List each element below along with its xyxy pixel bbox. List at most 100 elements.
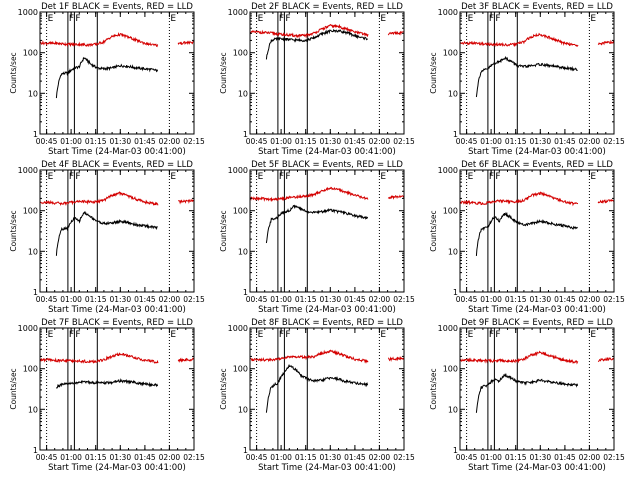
series-lld	[40, 352, 195, 364]
y-tick-label: 10	[238, 247, 248, 256]
x-tick-label: 01:00	[270, 453, 292, 462]
y-tick-label: 100	[23, 49, 38, 58]
x-tick-label: 02:15	[393, 453, 415, 462]
x-axis: 00:45 01:00 01:15 01:30 01:45 02:00 02:15	[246, 328, 415, 462]
plot-frame	[459, 11, 615, 135]
event-marker-label: F	[279, 172, 284, 182]
series-line-segment	[39, 31, 159, 48]
event-marker-label: F	[489, 330, 494, 340]
x-tick-label: 01:15	[295, 295, 317, 304]
y-tick-label: 10	[448, 405, 458, 414]
series-lld	[459, 191, 615, 207]
y-tick-label: 1	[33, 130, 38, 139]
series-line-segment	[459, 32, 579, 47]
x-tick-label: 01:00	[270, 295, 292, 304]
x-tick-label: 02:15	[603, 453, 625, 462]
x-tick-label: 01:30	[109, 137, 131, 146]
event-marker-label: F	[495, 14, 500, 24]
y-axis-title: Counts/sec	[429, 210, 438, 251]
x-tick-label: 00:45	[456, 295, 478, 304]
x-axis-title: Start Time (24-Mar-03 00:41:00)	[48, 463, 186, 473]
event-marker-label: F	[495, 330, 500, 340]
y-tick-label: 1000	[18, 324, 38, 333]
series-line-segment	[265, 204, 369, 244]
x-tick-label: 01:15	[85, 137, 107, 146]
x-tick-label: 01:00	[480, 453, 502, 462]
y-axis: 1 10 100 1000	[438, 324, 614, 455]
x-axis: 00:45 01:00 01:15 01:30 01:45 02:00 02:15	[246, 12, 415, 146]
y-tick-label: 1	[243, 446, 248, 455]
y-tick-label: 100	[23, 207, 38, 216]
x-tick-label: 02:00	[159, 137, 181, 146]
event-marker-label: E	[468, 172, 474, 182]
series-line-segment	[387, 30, 404, 36]
y-tick-label: 1	[453, 130, 458, 139]
y-tick-label: 1	[33, 288, 38, 297]
series-line-segment	[597, 39, 615, 46]
event-marker-label: E	[258, 14, 264, 24]
event-marker-label: E	[590, 14, 596, 24]
series-line-segment	[177, 40, 195, 46]
series-lld	[459, 32, 615, 47]
series-lld	[39, 31, 195, 48]
x-axis: 00:45 01:00 01:15 01:30 01:45 02:00 02:15	[36, 170, 205, 304]
x-tick-label: 00:45	[246, 453, 268, 462]
x-tick-label: 01:30	[529, 137, 551, 146]
x-tick-label: 01:15	[295, 453, 317, 462]
event-marker-label: F	[285, 330, 290, 340]
x-tick-label: 01:00	[60, 453, 82, 462]
x-tick-label: 02:15	[603, 137, 625, 146]
x-tick-label: 01:15	[295, 137, 317, 146]
x-axis-title: Start Time (24-Mar-03 00:41:00)	[468, 463, 606, 473]
series-line-segment	[39, 191, 159, 207]
x-tick-label: 00:45	[246, 137, 268, 146]
series-line-segment	[597, 198, 615, 204]
y-tick-label: 1000	[18, 8, 38, 17]
series-line-segment	[475, 55, 578, 98]
plot-frame	[249, 169, 405, 293]
event-marker-label: F	[489, 172, 494, 182]
event-marker-label: E	[590, 172, 596, 182]
y-tick-label: 10	[28, 247, 38, 256]
y-tick-label: 1	[453, 446, 458, 455]
x-tick-label: 00:45	[36, 295, 58, 304]
series-events	[55, 210, 158, 256]
panel-title: Det 9F BLACK = Events, RED = LLD	[461, 318, 613, 328]
series-line-segment	[265, 28, 368, 60]
x-tick-label: 01:15	[85, 295, 107, 304]
x-axis: 00:45 01:00 01:15 01:30 01:45 02:00 02:15	[246, 170, 415, 304]
event-marker-label: F	[285, 14, 290, 24]
x-axis: 00:45 01:00 01:15 01:30 01:45 02:00 02:15	[456, 12, 625, 146]
x-axis-title: Start Time (24-Mar-03 00:41:00)	[258, 305, 396, 315]
panel-title: Det 2F BLACK = Events, RED = LLD	[251, 2, 403, 12]
y-tick-label: 100	[233, 207, 248, 216]
series-lld	[249, 349, 405, 364]
y-tick-label: 1000	[18, 166, 38, 175]
y-tick-label: 1000	[438, 8, 458, 17]
plot-frame	[459, 327, 615, 451]
y-tick-label: 10	[28, 89, 38, 98]
x-tick-label: 01:15	[505, 137, 527, 146]
y-tick-label: 1000	[438, 166, 458, 175]
x-tick-label: 02:15	[393, 137, 415, 146]
event-marker-label: F	[69, 14, 74, 24]
series-line-segment	[388, 356, 405, 362]
x-tick-label: 02:00	[579, 137, 601, 146]
series-line-segment	[40, 352, 159, 364]
series-line-segment	[459, 191, 579, 207]
x-tick-label: 01:15	[505, 453, 527, 462]
x-tick-label: 02:00	[369, 453, 391, 462]
x-axis: 00:45 01:00 01:15 01:30 01:45 02:00 02:15	[456, 328, 625, 462]
